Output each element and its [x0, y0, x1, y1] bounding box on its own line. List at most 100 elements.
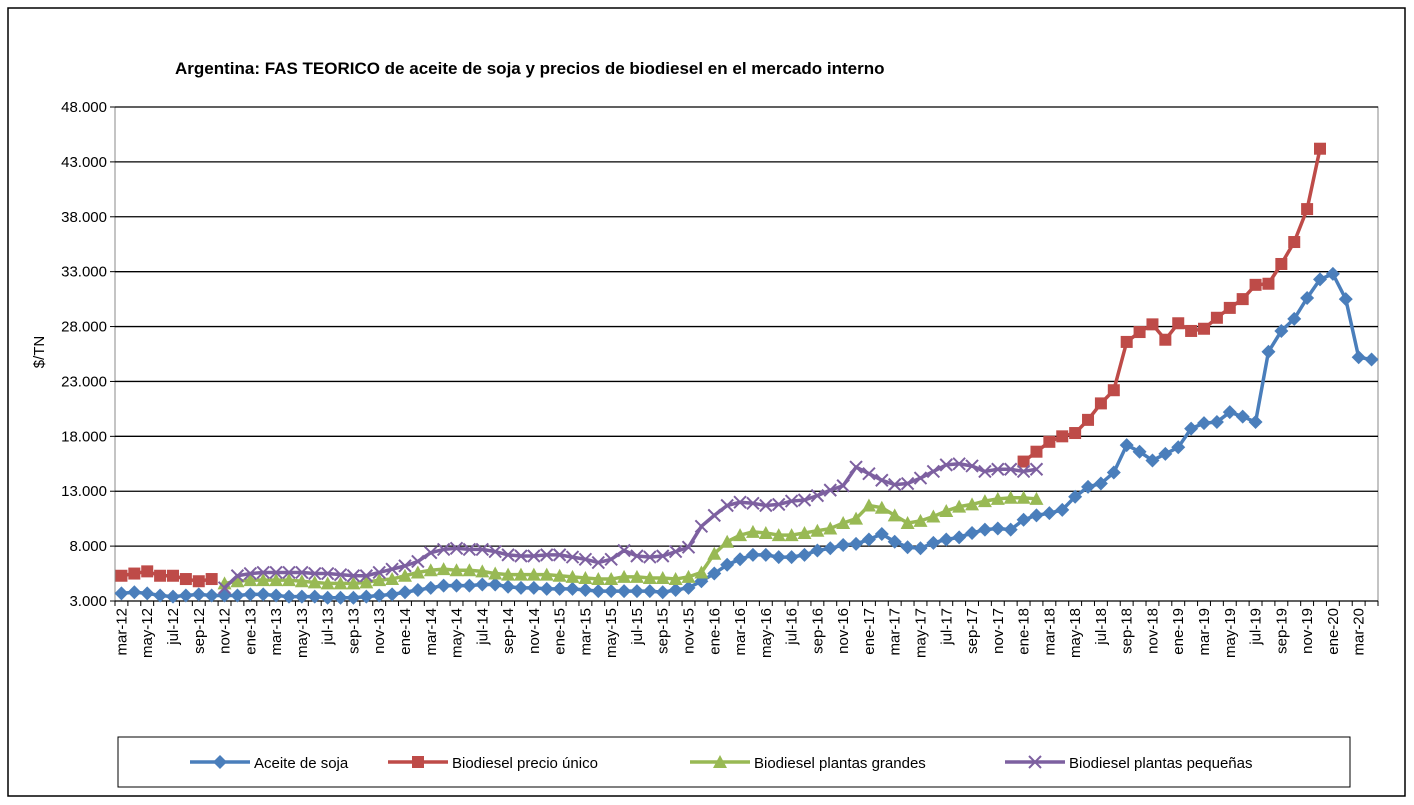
marker	[978, 464, 992, 479]
marker	[758, 547, 773, 562]
marker	[565, 569, 580, 583]
marker	[397, 585, 412, 600]
marker	[1158, 446, 1173, 461]
marker	[861, 532, 876, 547]
marker	[810, 543, 825, 558]
marker	[449, 563, 464, 577]
marker	[952, 530, 967, 545]
marker	[849, 536, 864, 551]
marker	[642, 584, 657, 599]
marker	[939, 458, 953, 472]
marker	[243, 573, 258, 587]
x-tick-label: jul-13	[320, 608, 337, 646]
marker	[630, 549, 644, 563]
marker	[115, 569, 128, 582]
x-tick-label: nov-14	[526, 608, 543, 654]
marker	[733, 528, 748, 542]
y-tick-label: 8.000	[69, 538, 107, 555]
marker	[462, 578, 477, 593]
x-tick-label: jul-19	[1248, 608, 1265, 646]
marker	[823, 483, 837, 497]
x-tick-label: sep-16	[809, 608, 826, 654]
marker	[1301, 203, 1314, 216]
marker	[1210, 311, 1223, 324]
marker	[333, 567, 348, 582]
marker	[333, 576, 348, 590]
legend-label: Biodiesel plantas pequeñas	[1069, 755, 1252, 772]
marker	[991, 462, 1005, 476]
marker	[578, 570, 593, 584]
marker	[1248, 415, 1263, 430]
marker	[1043, 435, 1056, 448]
y-tick-label: 23.000	[61, 373, 107, 390]
marker	[436, 542, 451, 557]
series-line	[223, 462, 1037, 590]
marker	[771, 528, 786, 542]
marker	[539, 581, 554, 596]
marker	[1314, 142, 1327, 155]
marker	[1120, 335, 1133, 348]
x-tick-label: sep-18	[1119, 608, 1136, 654]
marker	[823, 541, 838, 556]
marker	[243, 587, 258, 602]
marker	[114, 586, 129, 601]
marker	[269, 588, 284, 603]
marker	[900, 516, 915, 530]
marker	[694, 565, 709, 579]
marker	[385, 572, 400, 586]
marker	[952, 499, 967, 513]
marker	[230, 569, 245, 583]
marker	[423, 563, 438, 577]
marker	[346, 576, 361, 590]
marker	[1222, 405, 1237, 420]
marker	[694, 519, 709, 534]
marker	[591, 584, 606, 599]
marker	[501, 567, 516, 581]
marker	[333, 590, 348, 605]
marker	[1172, 317, 1185, 330]
marker	[552, 568, 567, 582]
marker	[926, 464, 941, 479]
marker	[1171, 440, 1186, 455]
marker	[213, 755, 227, 769]
marker	[294, 574, 309, 588]
marker	[540, 548, 554, 562]
marker	[412, 756, 424, 768]
marker	[166, 569, 179, 582]
marker	[1313, 272, 1328, 287]
x-tick-label: may-14	[449, 608, 466, 658]
marker	[192, 575, 205, 588]
marker	[1042, 506, 1057, 521]
marker	[436, 578, 451, 593]
marker	[1198, 322, 1211, 335]
marker	[539, 567, 554, 581]
x-tick-label: mar-12	[113, 608, 130, 656]
marker	[591, 572, 606, 586]
marker	[913, 541, 928, 556]
marker	[604, 584, 619, 599]
marker	[617, 569, 632, 583]
marker	[617, 543, 631, 558]
marker	[243, 566, 258, 581]
x-tick-label: mar-17	[887, 608, 904, 656]
legend-label: Aceite de soja	[254, 755, 349, 772]
marker	[655, 585, 670, 600]
marker	[874, 527, 889, 542]
x-tick-label: jul-17	[938, 608, 955, 646]
marker	[849, 511, 864, 525]
marker	[385, 562, 399, 576]
marker	[862, 466, 876, 481]
y-axis-label: $/TN	[31, 336, 48, 369]
marker	[1146, 318, 1159, 331]
marker	[746, 496, 760, 511]
marker	[205, 573, 218, 586]
marker	[1016, 490, 1031, 504]
marker	[874, 500, 889, 514]
marker	[1017, 455, 1030, 468]
marker	[656, 549, 670, 563]
marker	[643, 550, 657, 564]
marker	[1236, 293, 1249, 306]
marker	[810, 488, 825, 503]
marker	[230, 574, 245, 588]
